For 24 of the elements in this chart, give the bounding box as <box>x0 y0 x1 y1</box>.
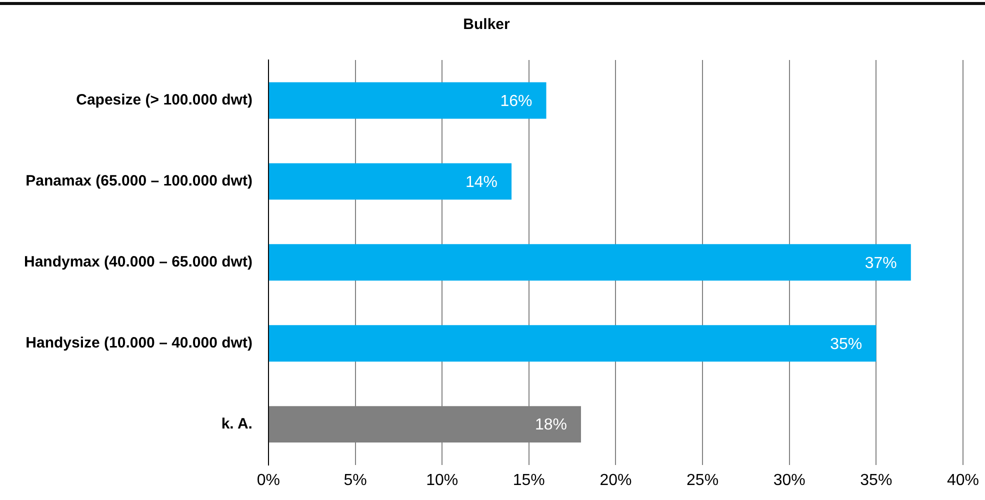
data-label: 37% <box>864 254 897 272</box>
bar <box>268 163 512 200</box>
x-tick-label: 30% <box>773 472 806 489</box>
x-tick-label: 25% <box>686 472 719 489</box>
y-tick-label: Capesize (> 100.000 dwt) <box>76 92 252 109</box>
x-tick-label: 15% <box>512 472 545 489</box>
data-label: 14% <box>466 174 498 191</box>
x-tick-label: 10% <box>426 472 458 489</box>
y-tick-label: Handysize (10.000 – 40.000 dwt) <box>26 334 252 352</box>
bar <box>268 82 546 119</box>
bar <box>268 325 876 362</box>
x-tick-label: 40% <box>946 472 980 489</box>
data-label: 18% <box>534 416 567 434</box>
chart-title: Bulker <box>463 16 510 34</box>
x-tick-label: 0% <box>256 472 280 489</box>
y-tick-label: Panamax (65.000 – 100.000 dwt) <box>26 172 252 190</box>
x-tick-label: 20% <box>600 472 632 489</box>
data-label: 16% <box>500 92 532 110</box>
x-tick-label: 35% <box>860 472 892 489</box>
bar <box>268 244 911 281</box>
data-label: 35% <box>830 336 862 353</box>
y-tick-label: k. A. <box>221 415 252 432</box>
x-tick-label: 5% <box>344 472 367 489</box>
y-tick-label: Handymax (40.000 – 65.000 dwt) <box>24 254 252 271</box>
